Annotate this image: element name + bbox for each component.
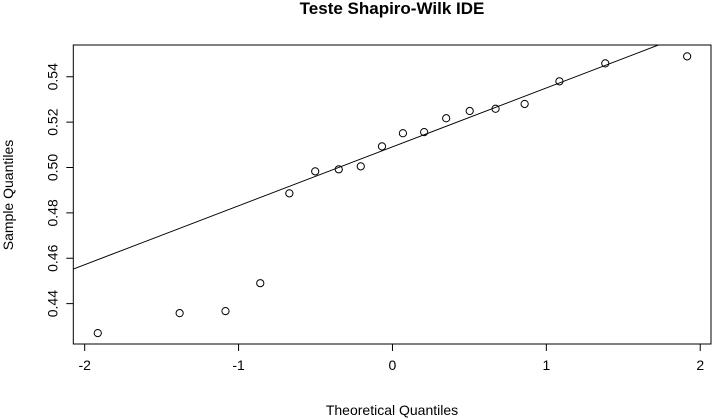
- x-axis-label: Theoretical Quantiles: [326, 402, 458, 418]
- data-point: [465, 106, 474, 116]
- y-tick-label: 0.50: [44, 154, 60, 181]
- data-point: [334, 165, 343, 174]
- x-tick-label: 1: [542, 357, 550, 373]
- y-tick-label: 0.46: [44, 244, 60, 271]
- chart-title: Teste Shapiro-Wilk IDE: [300, 0, 485, 18]
- x-tick-label: -2: [78, 357, 91, 373]
- data-point: [93, 329, 102, 338]
- plot-box: [72, 44, 712, 345]
- data-point: [256, 279, 265, 288]
- data-point: [175, 309, 184, 318]
- x-tick-label: 0: [389, 357, 397, 373]
- data-point: [311, 167, 320, 176]
- y-tick-label: 0.44: [44, 290, 60, 317]
- data-point: [601, 59, 610, 68]
- data-point: [285, 189, 294, 198]
- y-tick-label: 0.52: [44, 108, 60, 135]
- data-point: [683, 52, 692, 61]
- data-point: [520, 99, 529, 109]
- y-tick-label: 0.54: [44, 63, 60, 90]
- data-point: [356, 162, 365, 171]
- data-point: [555, 77, 564, 86]
- y-tick-label: 0.48: [44, 199, 60, 226]
- qq-reference-line: [73, 45, 660, 270]
- data-point: [420, 128, 429, 137]
- data-point: [398, 129, 408, 138]
- data-point: [491, 104, 500, 113]
- data-point: [442, 114, 451, 123]
- data-point: [221, 307, 230, 316]
- data-point: [377, 142, 387, 151]
- x-tick-label: 2: [696, 357, 704, 373]
- x-tick-label: -1: [232, 357, 245, 373]
- y-axis-label: Sample Quantiles: [0, 140, 16, 251]
